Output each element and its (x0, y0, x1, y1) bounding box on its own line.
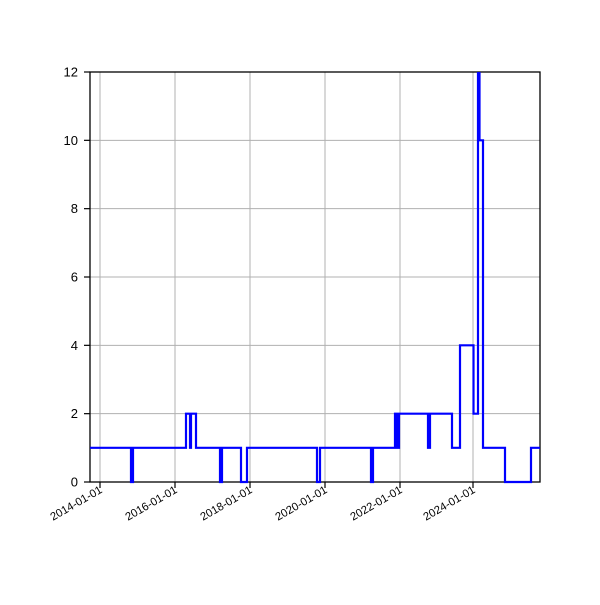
svg-text:12: 12 (64, 65, 78, 80)
svg-text:0: 0 (71, 475, 78, 490)
svg-text:10: 10 (64, 133, 78, 148)
svg-text:8: 8 (71, 201, 78, 216)
svg-text:2: 2 (71, 406, 78, 421)
svg-text:4: 4 (71, 338, 78, 353)
svg-text:6: 6 (71, 270, 78, 285)
